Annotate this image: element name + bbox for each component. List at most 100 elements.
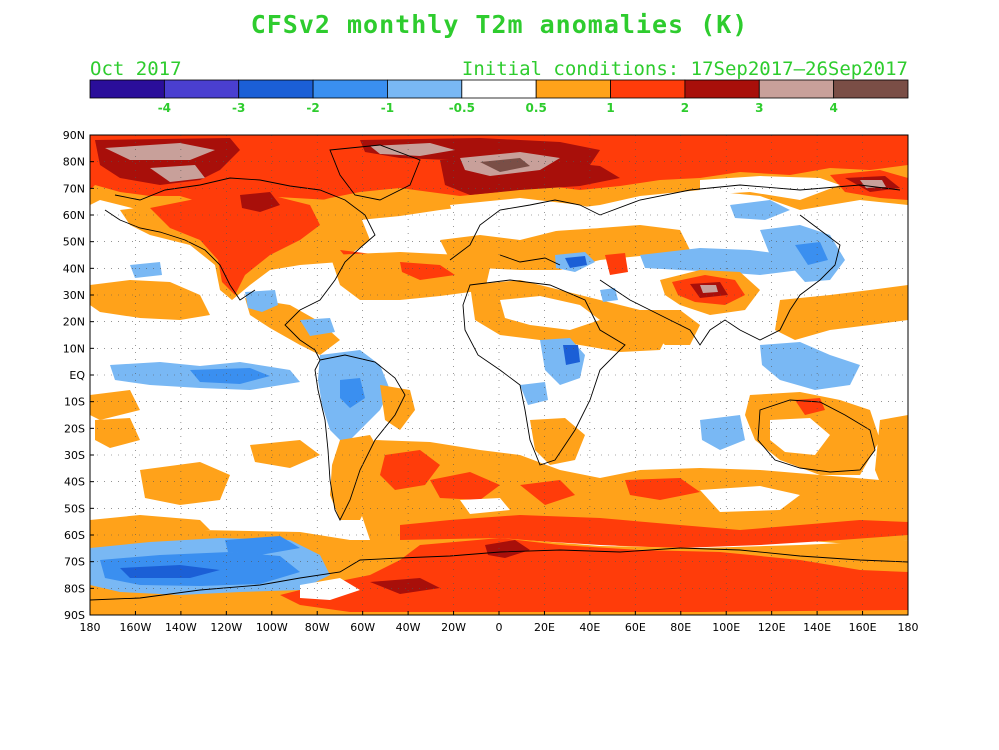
southwest-pacific-orange [875,415,908,500]
antarctic-darkred-1 [485,540,530,558]
colorbar-segment [535,79,611,99]
central-pacific-orange [90,390,140,420]
lon-tick-label: 120E [758,621,786,634]
south-atlantic-red-2 [430,472,500,500]
equatorial-pacific-mid-blue [190,368,270,384]
west-pacific-orange [775,285,908,340]
lat-tick-label: 90N [63,129,85,142]
lat-tick-label: EQ [69,369,85,382]
lat-tick-label: 80S [64,582,85,595]
south-pacific-orange-2 [140,462,230,505]
lat-tick-label: 30N [63,289,85,302]
lon-tick-label: 100E [712,621,740,634]
south-atlantic-red-1 [380,450,440,490]
map-field [90,135,908,615]
siberia-white-gap [700,176,840,200]
europe-orange [440,225,690,270]
forecast-month: Oct 2017 [90,58,182,80]
lon-tick-label: 180 [80,621,101,634]
lat-tick-label: 10S [64,396,85,409]
lat-tick-label: 20N [63,316,85,329]
australia-white [770,418,830,455]
colorbar-label: -4 [158,101,171,115]
lon-tick-label: 60W [350,621,375,634]
lon-tick-label: 140E [803,621,831,634]
lon-tick-label: 180 [898,621,919,634]
indian-ocean-red [625,478,700,500]
chart-title: CFSv2 monthly T2m anomalies (K) [250,10,749,39]
lat-tick-label: 90S [64,609,85,622]
graticule [90,135,908,615]
west-africa-blue [520,382,548,405]
colorbar-label: -3 [232,101,245,115]
lon-tick-label: 160E [849,621,877,634]
colorbar-label: 1 [606,101,614,115]
colorbar-segment [461,79,537,99]
australia-coast [757,399,876,473]
east-asia-mid-blue [795,242,828,265]
lat-tick-label: 60N [63,209,85,222]
southern-africa-orange [530,418,585,465]
atlantic-red-pocket [400,262,455,280]
lon-tick-label: 40E [579,621,600,634]
south-pacific-orange-band [90,515,210,540]
pacific-blue-north [130,262,162,278]
siberia-blue [730,200,790,220]
central-asia-blue [640,248,800,275]
coastlines [90,144,908,601]
lon-tick-label: 140W [165,621,197,634]
lat-tick-label: 50S [64,502,85,515]
mexico-orange [245,298,340,355]
arctic-brown-1 [105,143,215,160]
colorbar-label: -1 [381,101,394,115]
antarctica-coast [90,547,908,601]
lon-tick-label: 100W [256,621,288,634]
colorbar-label: 4 [829,101,837,115]
colorbar-label: 0.5 [526,101,547,115]
colorbar-segment [163,79,240,99]
south-america-coast [314,354,406,522]
lon-tick-label: 80E [670,621,691,634]
lat-tick-label: 70N [63,182,85,195]
south-pacific-orange-3 [250,440,320,468]
amundsen-blue-2 [225,536,300,555]
asia-coast [599,184,901,346]
north-america-darkred [240,192,280,212]
lat-tick-label: 20S [64,422,85,435]
colorbar-label: 2 [681,101,689,115]
colorbar-segment [684,79,760,99]
amundsen-blue-dark [120,565,220,578]
greenland-coast [329,144,421,201]
lon-tick-label: 160W [120,621,152,634]
lon-tick-label: 40W [396,621,421,634]
lon-tick-label: 20E [534,621,555,634]
africa-coast [462,279,626,466]
north-atlantic-orange [330,252,490,300]
black-sea-blue-dark [565,256,587,268]
arctic-brown-2 [150,165,205,182]
europe-coast [449,199,601,266]
lat-tick-label: 40N [63,262,85,275]
lon-tick-label: 80W [305,621,330,634]
lon-tick-label: 20W [441,621,466,634]
colorbar-segment [89,79,165,99]
lat-tick-label: 70S [64,556,85,569]
lat-tick-label: 30S [64,449,85,462]
colorbar-label: 3 [755,101,763,115]
arctic-brown-3 [370,143,455,156]
north-america-red [150,195,320,295]
antarctic-darkred-2 [370,578,440,594]
north-america-coast [104,177,376,361]
mexico-blue [245,290,278,312]
axis-labels: 90N 80N 70N 60N 50N 40N 30N 20N 10N EQ 10S 20S 30S 40… [63,129,919,634]
east-africa-dark-blue [563,345,580,365]
pacific-orange [90,280,210,320]
lon-tick-label: 60E [625,621,646,634]
south-atlantic-red-3 [520,480,575,505]
indian-ocean-white-1 [700,486,800,512]
south-america-mid-blue [340,378,365,408]
south-pacific-orange-1 [95,418,140,448]
colorbar-label: -0.5 [449,101,475,115]
lat-tick-label: 50N [63,236,85,249]
